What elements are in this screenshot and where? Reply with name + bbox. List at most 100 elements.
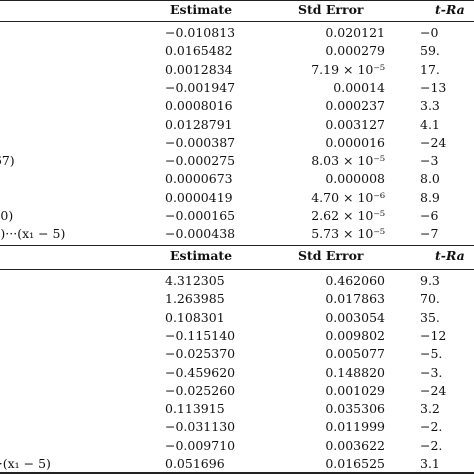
std-error-cell: 0.011999 — [325, 419, 385, 435]
std-error-cell: 2.62 × 10⁻⁵ — [311, 208, 385, 223]
t-ratio-cell: 3.1 — [420, 456, 440, 471]
estimate-cell: 0.0012834 — [165, 61, 233, 77]
t-ratio-cell: −13 — [420, 79, 447, 95]
estimate-cell: −0.009710 — [165, 437, 236, 453]
estimate-cell: 0.0128791 — [165, 116, 233, 132]
std-error-cell: 4.70 × 10⁻⁶ — [311, 189, 385, 205]
estimate-cell: −0.031130 — [165, 419, 236, 435]
table-row: −0.115140 0.009802 −12 — [0, 327, 474, 345]
t-ratio-cell: −2. — [420, 419, 443, 435]
header-estimate: Estimate — [170, 248, 233, 263]
std-error-cell: 0.462060 — [325, 273, 385, 288]
section-rule — [0, 245, 474, 246]
estimate-cell: 0.0000673 — [165, 171, 233, 187]
std-error-cell: 0.000279 — [325, 43, 385, 59]
t-ratio-cell: 8.0 — [420, 171, 440, 187]
header-t-ratio: t-Ra — [435, 2, 465, 17]
t-ratio-cell: 4.1 — [420, 116, 440, 132]
row-label: 8767) — [0, 153, 15, 169]
estimate-cell: 0.113915 — [165, 401, 225, 417]
header-std-error: Std Error — [298, 248, 364, 263]
estimate-cell: 0.0165482 — [165, 43, 233, 59]
row-label: 5)···(x₁ − 5) — [0, 456, 51, 471]
table-row: 0.0000673 0.000008 8.0 — [0, 170, 474, 188]
std-error-cell: 7.19 × 10⁻⁵ — [311, 61, 385, 77]
t-ratio-cell: −3 — [420, 153, 439, 169]
table-row: 4.312305 0.462060 9.3 — [0, 272, 474, 290]
t-ratio-cell: −12 — [420, 327, 447, 343]
t-ratio-cell: −7 — [420, 226, 439, 242]
std-error-cell: 0.016525 — [325, 456, 385, 471]
estimate-cell: 0.0008016 — [165, 98, 233, 114]
estimate-cell: 0.0000419 — [165, 189, 233, 205]
table-row: 1.263985 0.017863 70. — [0, 290, 474, 308]
table-row: 5)···(x₁ − 5) 0.051696 0.016525 3.1 — [0, 455, 474, 473]
top-rule — [0, 0, 474, 1]
estimate-cell: −0.025370 — [165, 346, 236, 362]
table-header-top: Estimate Std Error t-Ra — [0, 1, 474, 19]
t-ratio-cell: 70. — [420, 291, 440, 307]
std-error-cell: 0.003054 — [325, 309, 385, 325]
table-row: 0.0012834 7.19 × 10⁻⁵ 17. — [0, 61, 474, 79]
std-error-cell: 0.00014 — [333, 79, 385, 95]
table-row: −0.459620 0.148820 −3. — [0, 364, 474, 382]
estimate-cell: −0.000275 — [165, 153, 236, 169]
estimate-cell: −0.000387 — [165, 134, 236, 150]
table-row: 8767) −0.000275 8.03 × 10⁻⁵ −3 — [0, 152, 474, 170]
t-ratio-cell: −6 — [420, 208, 439, 223]
estimate-cell: −0.010813 — [165, 25, 236, 40]
std-error-cell: 5.73 × 10⁻⁵ — [311, 226, 385, 242]
t-ratio-cell: 17. — [420, 61, 440, 77]
std-error-cell: 8.03 × 10⁻⁵ — [311, 153, 385, 169]
header-rule-bottom — [0, 269, 474, 270]
bottom-rule — [0, 472, 474, 474]
std-error-cell: 0.035306 — [325, 401, 385, 417]
table-row: −0.001947 0.00014 −13 — [0, 79, 474, 97]
t-ratio-cell: 35. — [420, 309, 440, 325]
t-ratio-cell: −5. — [420, 346, 443, 362]
estimate-cell: 0.108301 — [165, 309, 225, 325]
table-row: −0.025370 0.005077 −5. — [0, 345, 474, 363]
header-rule-top — [0, 21, 474, 22]
estimate-cell: −0.115140 — [165, 327, 236, 343]
table-row: −0.031130 0.011999 −2. — [0, 418, 474, 436]
table-row: 0.0165482 0.000279 59. — [0, 42, 474, 60]
t-ratio-cell: −24 — [420, 134, 447, 150]
estimate-cell: 1.263985 — [165, 291, 225, 307]
header-std-error: Std Error — [298, 2, 364, 17]
table-header-bottom: Estimate Std Error t-Ra — [0, 247, 474, 265]
std-error-cell: 0.017863 — [325, 291, 385, 307]
std-error-cell: 0.000008 — [325, 171, 385, 187]
t-ratio-cell: −2. — [420, 437, 443, 453]
table-row: −0.025260 0.001029 −24 — [0, 382, 474, 400]
table-row: 0.113915 0.035306 3.2 — [0, 400, 474, 418]
std-error-cell: 0.000016 — [325, 134, 385, 150]
t-ratio-cell: 8.9 — [420, 189, 440, 205]
std-error-cell: 0.000237 — [325, 98, 385, 114]
table-row: 0.108301 0.003054 35. — [0, 309, 474, 327]
estimate-cell: −0.001947 — [165, 79, 236, 95]
std-error-cell: 0.005077 — [325, 346, 385, 362]
row-label: − 5)···(x₁ − 5) — [0, 226, 66, 242]
std-error-cell: 0.001029 — [325, 382, 385, 398]
t-ratio-cell: −0 — [420, 25, 439, 40]
table-row: 0.0008016 0.000237 3.3 — [0, 97, 474, 115]
t-ratio-cell: −24 — [420, 382, 447, 398]
t-ratio-cell: 3.3 — [420, 98, 440, 114]
table-row: − 80) −0.000165 2.62 × 10⁻⁵ −6 — [0, 207, 474, 225]
t-ratio-cell: −3. — [420, 364, 443, 380]
t-ratio-cell: 59. — [420, 43, 440, 59]
std-error-cell: 0.148820 — [325, 364, 385, 380]
std-error-cell: 0.003127 — [325, 116, 385, 132]
table-row: 0.0000419 4.70 × 10⁻⁶ 8.9 — [0, 189, 474, 207]
estimate-cell: 4.312305 — [165, 273, 225, 288]
t-ratio-cell: 3.2 — [420, 401, 440, 417]
t-ratio-cell: 9.3 — [420, 273, 440, 288]
std-error-cell: 0.020121 — [325, 25, 385, 40]
estimate-cell: −0.025260 — [165, 382, 236, 398]
row-label: − 80) — [0, 208, 14, 223]
estimate-cell: −0.459620 — [165, 364, 236, 380]
std-error-cell: 0.009802 — [325, 327, 385, 343]
header-estimate: Estimate — [170, 2, 233, 17]
table-row: −0.000387 0.000016 −24 — [0, 134, 474, 152]
